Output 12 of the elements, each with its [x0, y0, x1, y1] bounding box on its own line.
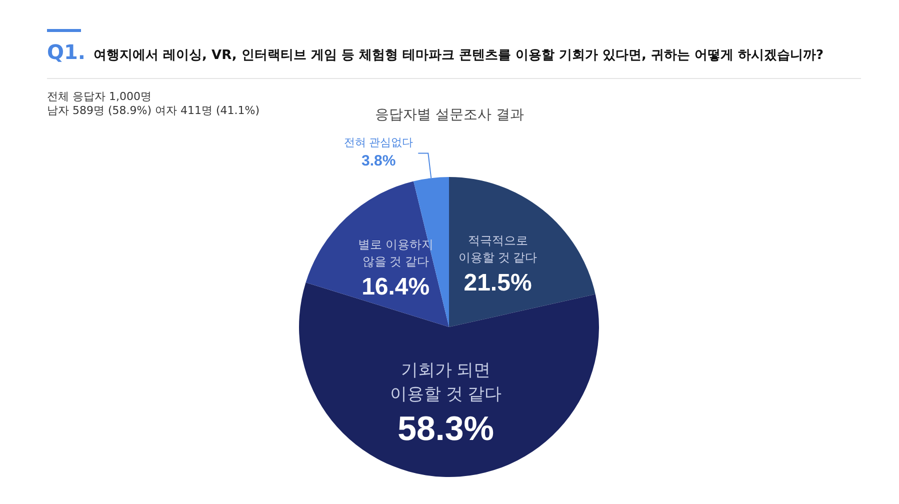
data-label: 3.8% — [362, 152, 396, 170]
slice-label: 별로 이용하지 않을 것 같다 — [358, 238, 434, 269]
slice-label: 기회가 되면 이용할 것 같다 — [390, 360, 502, 404]
data-label: 21.5% — [464, 270, 532, 297]
data-label: 58.3% — [398, 410, 494, 448]
slice-label: 전혀 관심없다 — [344, 137, 414, 150]
text: 전체 응답자 1,000명 — [47, 90, 152, 104]
chart-subtitle: 응답자별 설문조사 결과 — [375, 107, 524, 123]
slice-label: 적극적으로 이용할 것 같다 — [458, 234, 538, 265]
text: 남자 589명 (58.9%) 여자 411명 (41.1%) — [47, 104, 260, 118]
chart-title: Q1. 여행지에서 레이싱, VR, 인터랙티브 게임 등 체험형 테마파크 콘텐츠를 이용할 기회가 있다면, 귀하는 어떻게 하시겠습니까? — [47, 40, 824, 64]
data-label: 16.4% — [362, 274, 430, 301]
